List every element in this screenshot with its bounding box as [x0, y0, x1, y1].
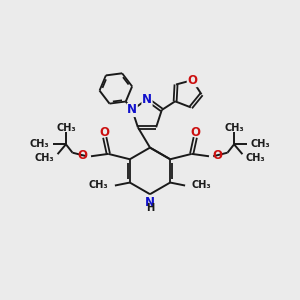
Text: O: O: [100, 126, 110, 139]
Text: CH₃: CH₃: [245, 153, 265, 163]
Text: CH₃: CH₃: [35, 153, 55, 163]
Text: O: O: [190, 126, 200, 139]
Text: N: N: [127, 103, 137, 116]
Text: CH₃: CH₃: [192, 180, 211, 190]
Text: CH₃: CH₃: [30, 139, 49, 149]
Text: CH₃: CH₃: [89, 180, 108, 190]
Text: CH₃: CH₃: [251, 139, 270, 149]
Text: O: O: [77, 149, 87, 162]
Text: N: N: [145, 196, 155, 209]
Text: N: N: [142, 93, 152, 106]
Text: O: O: [213, 149, 223, 162]
Text: H: H: [146, 203, 154, 213]
Text: CH₃: CH₃: [224, 123, 244, 133]
Text: O: O: [187, 74, 197, 87]
Text: CH₃: CH₃: [56, 123, 76, 133]
